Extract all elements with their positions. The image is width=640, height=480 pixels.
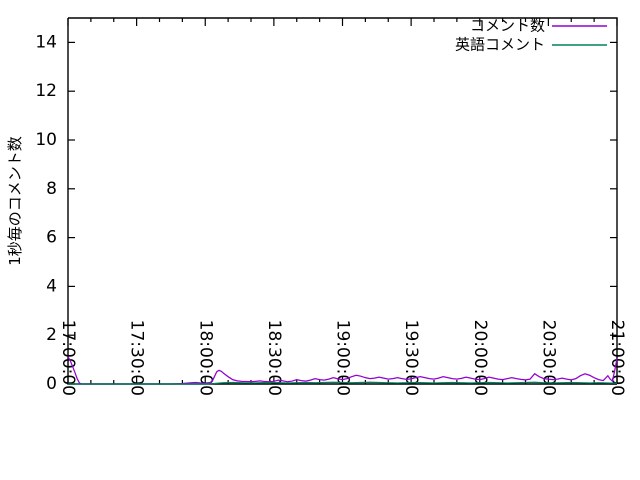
series-line-1 — [67, 356, 618, 385]
legend-label: コメント数 — [470, 17, 545, 35]
series-line-2 — [68, 381, 618, 385]
ytick-label: 10 — [35, 130, 57, 150]
xtick-label: 18:30:00 — [264, 320, 284, 396]
y-axis-label-text: 1秒毎のコメント数 — [6, 136, 24, 266]
ytick-labels: 0 2 4 6 8 10 12 14 — [35, 32, 57, 394]
y-axis-label: 1秒毎のコメント数 — [6, 136, 24, 266]
ytick-label: 12 — [35, 81, 57, 101]
xtick-label: 19:30:00 — [401, 320, 421, 396]
xtick-label: 20:00:00 — [470, 320, 490, 396]
ytick-label: 8 — [46, 179, 57, 199]
legend-label: 英語コメント — [455, 36, 545, 54]
xtick-label: 19:00:00 — [333, 320, 353, 396]
xtick-label: 20:30:00 — [538, 320, 558, 396]
ytick-label: 6 — [46, 228, 57, 248]
ytick-label: 0 — [46, 374, 57, 394]
ytick-label: 2 — [46, 325, 57, 345]
xtick-label: 17:30:00 — [127, 320, 147, 396]
ytick-label: 14 — [35, 32, 57, 52]
series-lines — [67, 356, 618, 385]
ytick-label: 4 — [46, 276, 57, 296]
xtick-label: 18:00:00 — [195, 320, 215, 396]
